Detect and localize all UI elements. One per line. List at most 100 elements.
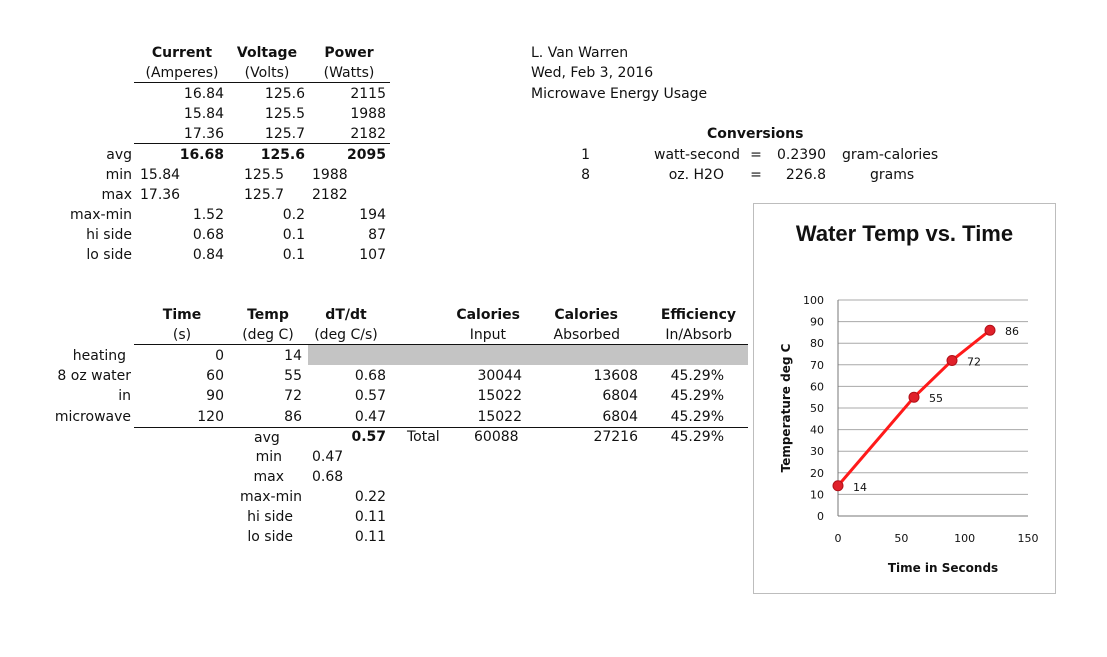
header-dtdt: dT/dt	[325, 307, 367, 323]
unit-temp: (deg C)	[242, 327, 294, 343]
data-label: 55	[929, 392, 943, 405]
stat-value: 0.11	[354, 509, 386, 525]
cell-dtdt: 0.68	[354, 368, 386, 384]
unit-efficiency: In/Absorb	[665, 327, 732, 343]
header-calories-input: Calories	[456, 307, 520, 323]
conversion-qty: 8	[581, 167, 590, 183]
stat-value: 0.47	[312, 449, 344, 465]
data-label: 14	[853, 481, 867, 494]
total-calories-input: 60088	[474, 429, 519, 445]
row-label-min: min	[105, 167, 132, 183]
stat-label: max-min	[240, 489, 302, 505]
max-power: 2182	[312, 187, 348, 203]
cell-time: 90	[206, 388, 224, 404]
conversion-unit: watt-second	[654, 147, 740, 163]
stat-value: 0.68	[312, 469, 344, 485]
row-label: heating	[72, 348, 126, 364]
cell-calories-absorbed: 6804	[602, 388, 638, 404]
stat-label: min	[255, 449, 282, 465]
x-tick-label: 0	[835, 532, 842, 545]
hiside-power: 87	[368, 227, 386, 243]
cell-efficiency: 45.29%	[670, 388, 724, 404]
min-current: 15.84	[140, 167, 181, 183]
avg-power: 2095	[347, 147, 386, 163]
row-label: in	[118, 388, 131, 404]
header-current: Current	[151, 45, 213, 61]
avg-current: 16.68	[179, 147, 224, 163]
maxmin-current: 1.52	[192, 207, 224, 223]
cell-voltage: 125.6	[264, 86, 305, 102]
temperature-chart: Water Temp vs. Time 0 10 20 30 40 50 60 70 80 90 1…	[753, 203, 1056, 594]
x-axis-title: Time in Seconds	[888, 561, 998, 575]
y-tick-label: 10	[810, 488, 824, 501]
unit-calories-input: Input	[469, 327, 506, 343]
cell-power: 2115	[350, 86, 386, 102]
conversion-value: 0.2390	[777, 147, 826, 163]
stat-label: hi side	[247, 509, 293, 525]
cell-calories-input: 15022	[477, 388, 522, 404]
header-temp: Temp	[247, 307, 289, 323]
author-name: L. Van Warren	[531, 45, 629, 61]
unit-dtdt: (deg C/s)	[314, 327, 378, 343]
stat-value: 0.22	[354, 489, 386, 505]
stat-label: max	[253, 469, 284, 485]
y-tick-label: 0	[817, 510, 824, 523]
data-label: 86	[1005, 325, 1019, 338]
hiside-current: 0.68	[192, 227, 224, 243]
row-label-max-min: max-min	[70, 207, 132, 223]
y-tick-label: 40	[810, 424, 824, 437]
y-tick-label: 90	[810, 316, 824, 329]
data-point	[946, 354, 958, 366]
data-point	[832, 480, 844, 492]
header-efficiency: Efficiency	[660, 307, 736, 323]
unit-current: (Amperes)	[145, 65, 219, 81]
cell-time: 120	[197, 409, 224, 425]
data-label: 72	[967, 355, 981, 368]
cell-power: 2182	[350, 126, 386, 142]
author-date: Wed, Feb 3, 2016	[531, 65, 654, 81]
conversion-equals: =	[750, 167, 762, 183]
conversion-value: 226.8	[785, 167, 826, 183]
header-voltage: Voltage	[236, 45, 298, 61]
cell-power: 1988	[350, 106, 386, 122]
maxmin-voltage: 0.2	[282, 207, 305, 223]
min-power: 1988	[312, 167, 348, 183]
y-tick-label: 70	[810, 359, 824, 372]
cell-calories-input: 15022	[477, 409, 522, 425]
total-label: Total	[407, 429, 440, 445]
cell-calories-input: 30044	[477, 368, 522, 384]
header-time: Time	[162, 307, 202, 323]
document-title: Microwave Energy Usage	[531, 86, 708, 102]
stat-value: 0.11	[354, 529, 386, 545]
cell-efficiency: 45.29%	[670, 368, 724, 384]
y-tick-label: 60	[810, 380, 824, 393]
x-tick-label: 100	[954, 532, 975, 545]
power-avg-rule	[134, 143, 390, 144]
x-tick-label: 50	[894, 532, 908, 545]
conversion-qty: 1	[581, 147, 590, 163]
unit-calories-absorbed: Absorbed	[553, 327, 620, 343]
max-voltage: 125.7	[244, 187, 285, 203]
row-label-avg: avg	[106, 147, 132, 163]
cell-current: 15.84	[183, 106, 224, 122]
cell-temp: 14	[284, 348, 302, 364]
y-axis-title: Temperature deg C	[779, 343, 793, 472]
stat-label: lo side	[247, 529, 293, 545]
cell-temp: 55	[284, 368, 302, 384]
temp-header-rule	[134, 344, 748, 345]
maxmin-power: 194	[359, 207, 386, 223]
temp-total-rule	[134, 427, 748, 428]
row-label-hi-side: hi side	[86, 227, 132, 243]
chart-title: Water Temp vs. Time	[795, 221, 1014, 246]
row-label-lo-side: lo side	[86, 247, 132, 263]
cell-dtdt: 0.57	[354, 388, 386, 404]
min-voltage: 125.5	[244, 167, 285, 183]
cell-time: 60	[206, 368, 224, 384]
total-calories-absorbed: 27216	[593, 429, 638, 445]
data-point	[984, 324, 996, 336]
cell-voltage: 125.5	[264, 106, 305, 122]
series-line	[836, 329, 991, 487]
unit-time: (s)	[172, 327, 192, 343]
loside-voltage: 0.1	[282, 247, 305, 263]
conversion-equals: =	[750, 147, 762, 163]
